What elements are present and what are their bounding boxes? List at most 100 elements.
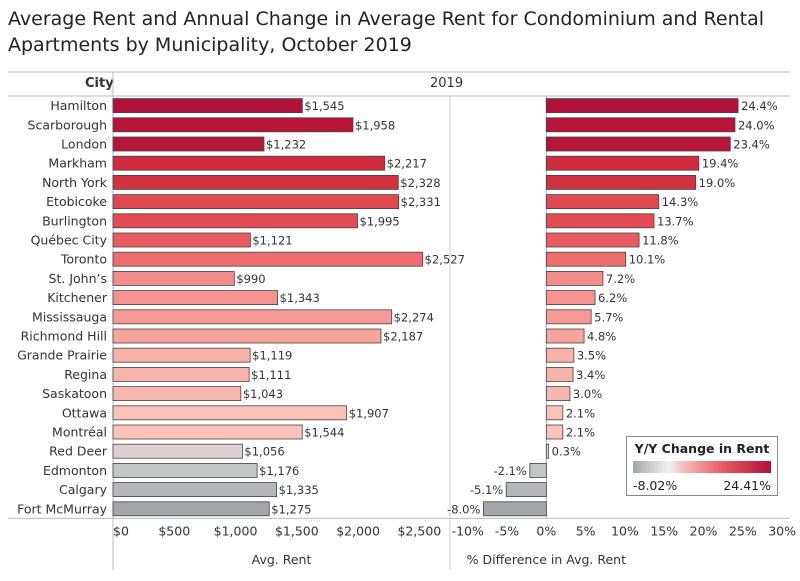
year-header: 2019 bbox=[430, 76, 464, 91]
change-value-label: 10.1% bbox=[629, 253, 666, 267]
rent-value-label: $1,275 bbox=[271, 502, 311, 516]
rent-axis-tick-label: $2,000 bbox=[336, 523, 380, 538]
city-label: Richmond Hill bbox=[21, 329, 107, 344]
rent-value-label: $2,328 bbox=[400, 176, 440, 190]
change-value-label: 19.4% bbox=[702, 157, 739, 171]
rent-value-label: $2,331 bbox=[401, 195, 441, 209]
rent-bar bbox=[112, 290, 278, 306]
rent-axis-tick-label: $1,000 bbox=[214, 523, 258, 538]
change-bar bbox=[545, 347, 575, 363]
rent-bar bbox=[112, 424, 303, 440]
city-label: Regina bbox=[64, 367, 107, 382]
rent-bar bbox=[112, 117, 354, 133]
legend-max-label: 24.41% bbox=[723, 478, 771, 493]
change-bar bbox=[545, 117, 736, 133]
rent-value-label: $2,274 bbox=[394, 310, 434, 324]
rent-bar bbox=[112, 443, 243, 459]
title-line-1: Average Rent and Annual Change in Averag… bbox=[8, 8, 764, 30]
rent-value-label: $1,121 bbox=[252, 234, 292, 248]
change-bar bbox=[545, 213, 655, 229]
city-label: St. John’s bbox=[49, 271, 107, 286]
rent-axis-tick-label: $2,500 bbox=[397, 523, 441, 538]
rent-bar bbox=[112, 328, 382, 344]
rent-value-label: $1,111 bbox=[251, 368, 291, 382]
change-bar bbox=[545, 155, 700, 171]
city-label: Etobicoke bbox=[46, 194, 107, 209]
rent-bar bbox=[112, 155, 386, 171]
city-label: North York bbox=[42, 175, 108, 190]
rent-bar bbox=[112, 309, 393, 325]
change-value-label: 23.4% bbox=[733, 138, 770, 152]
rent-value-label: $1,043 bbox=[243, 387, 283, 401]
change-axis-tick-label: 0% bbox=[536, 523, 556, 538]
rent-bar bbox=[112, 98, 303, 113]
rent-bar bbox=[112, 251, 424, 267]
change-axis-tick-label: 30% bbox=[768, 523, 796, 538]
legend-min-label: -8.02% bbox=[633, 478, 678, 493]
rent-value-label: $1,119 bbox=[252, 349, 292, 363]
color-legend: Y/Y Change in Rent -8.02% 24.41% bbox=[626, 436, 778, 496]
city-label: Hamilton bbox=[50, 98, 107, 113]
change-value-label: 6.2% bbox=[598, 291, 627, 305]
rent-bar bbox=[112, 136, 265, 152]
city-label: Ottawa bbox=[62, 405, 107, 420]
change-bar bbox=[505, 482, 547, 498]
rent-bar bbox=[112, 174, 399, 190]
change-value-label: 13.7% bbox=[657, 214, 694, 228]
city-label: Toronto bbox=[60, 252, 107, 267]
change-bar bbox=[545, 424, 564, 440]
rent-bar bbox=[112, 386, 242, 402]
rent-bar bbox=[112, 366, 250, 382]
city-label: Saskatoon bbox=[42, 386, 107, 401]
change-value-label: 24.0% bbox=[738, 118, 775, 132]
change-value-label: 7.2% bbox=[606, 272, 635, 286]
city-label: Red Deer bbox=[49, 444, 108, 459]
change-bar bbox=[545, 136, 731, 152]
rent-bar bbox=[112, 501, 270, 517]
change-bar bbox=[545, 174, 697, 190]
change-bar bbox=[545, 232, 640, 248]
change-axis-tick-label: 20% bbox=[690, 523, 718, 538]
rent-bar bbox=[112, 232, 251, 248]
rent-axis-tick-label: $0 bbox=[113, 523, 129, 538]
change-bar bbox=[545, 309, 592, 325]
rent-value-label: $1,544 bbox=[304, 426, 344, 440]
change-value-label: 11.8% bbox=[642, 234, 679, 248]
legend-gradient bbox=[633, 461, 771, 473]
rent-value-label: $1,958 bbox=[355, 118, 395, 132]
change-value-label: 3.5% bbox=[577, 349, 606, 363]
city-label: Québec City bbox=[31, 233, 108, 248]
city-label: Edmonton bbox=[43, 463, 107, 478]
change-value-label: 5.7% bbox=[594, 310, 623, 324]
change-value-label: 2.1% bbox=[566, 426, 595, 440]
city-label: Burlington bbox=[42, 213, 107, 228]
change-value-label: -5.1% bbox=[470, 483, 503, 497]
change-bar bbox=[545, 194, 660, 210]
city-column-header: City bbox=[85, 76, 114, 91]
change-bar bbox=[529, 462, 547, 478]
city-label: London bbox=[61, 137, 107, 152]
change-bar bbox=[545, 98, 739, 113]
city-label: Markham bbox=[48, 156, 107, 171]
change-axis-tick-label: 25% bbox=[729, 523, 757, 538]
change-value-label: -8.0% bbox=[447, 502, 480, 516]
rent-bar bbox=[112, 462, 258, 478]
rent-value-label: $1,176 bbox=[259, 464, 299, 478]
change-value-label: -2.1% bbox=[493, 464, 526, 478]
rent-value-label: $2,187 bbox=[383, 330, 423, 344]
change-value-label: 24.4% bbox=[741, 99, 778, 113]
change-value-label: 4.8% bbox=[587, 330, 616, 344]
change-bar bbox=[545, 270, 604, 286]
change-bar bbox=[483, 501, 547, 517]
chart-title: Average Rent and Annual Change in Averag… bbox=[8, 6, 788, 58]
change-bar bbox=[545, 290, 596, 306]
legend-title: Y/Y Change in Rent bbox=[634, 441, 770, 456]
change-bar bbox=[545, 366, 574, 382]
rent-bar bbox=[112, 347, 251, 363]
rent-value-label: $990 bbox=[236, 272, 265, 286]
change-axis-tick-label: 5% bbox=[576, 523, 596, 538]
change-value-label: 3.4% bbox=[576, 368, 605, 382]
city-label: Kitchener bbox=[47, 290, 108, 305]
rent-bar bbox=[112, 213, 358, 229]
